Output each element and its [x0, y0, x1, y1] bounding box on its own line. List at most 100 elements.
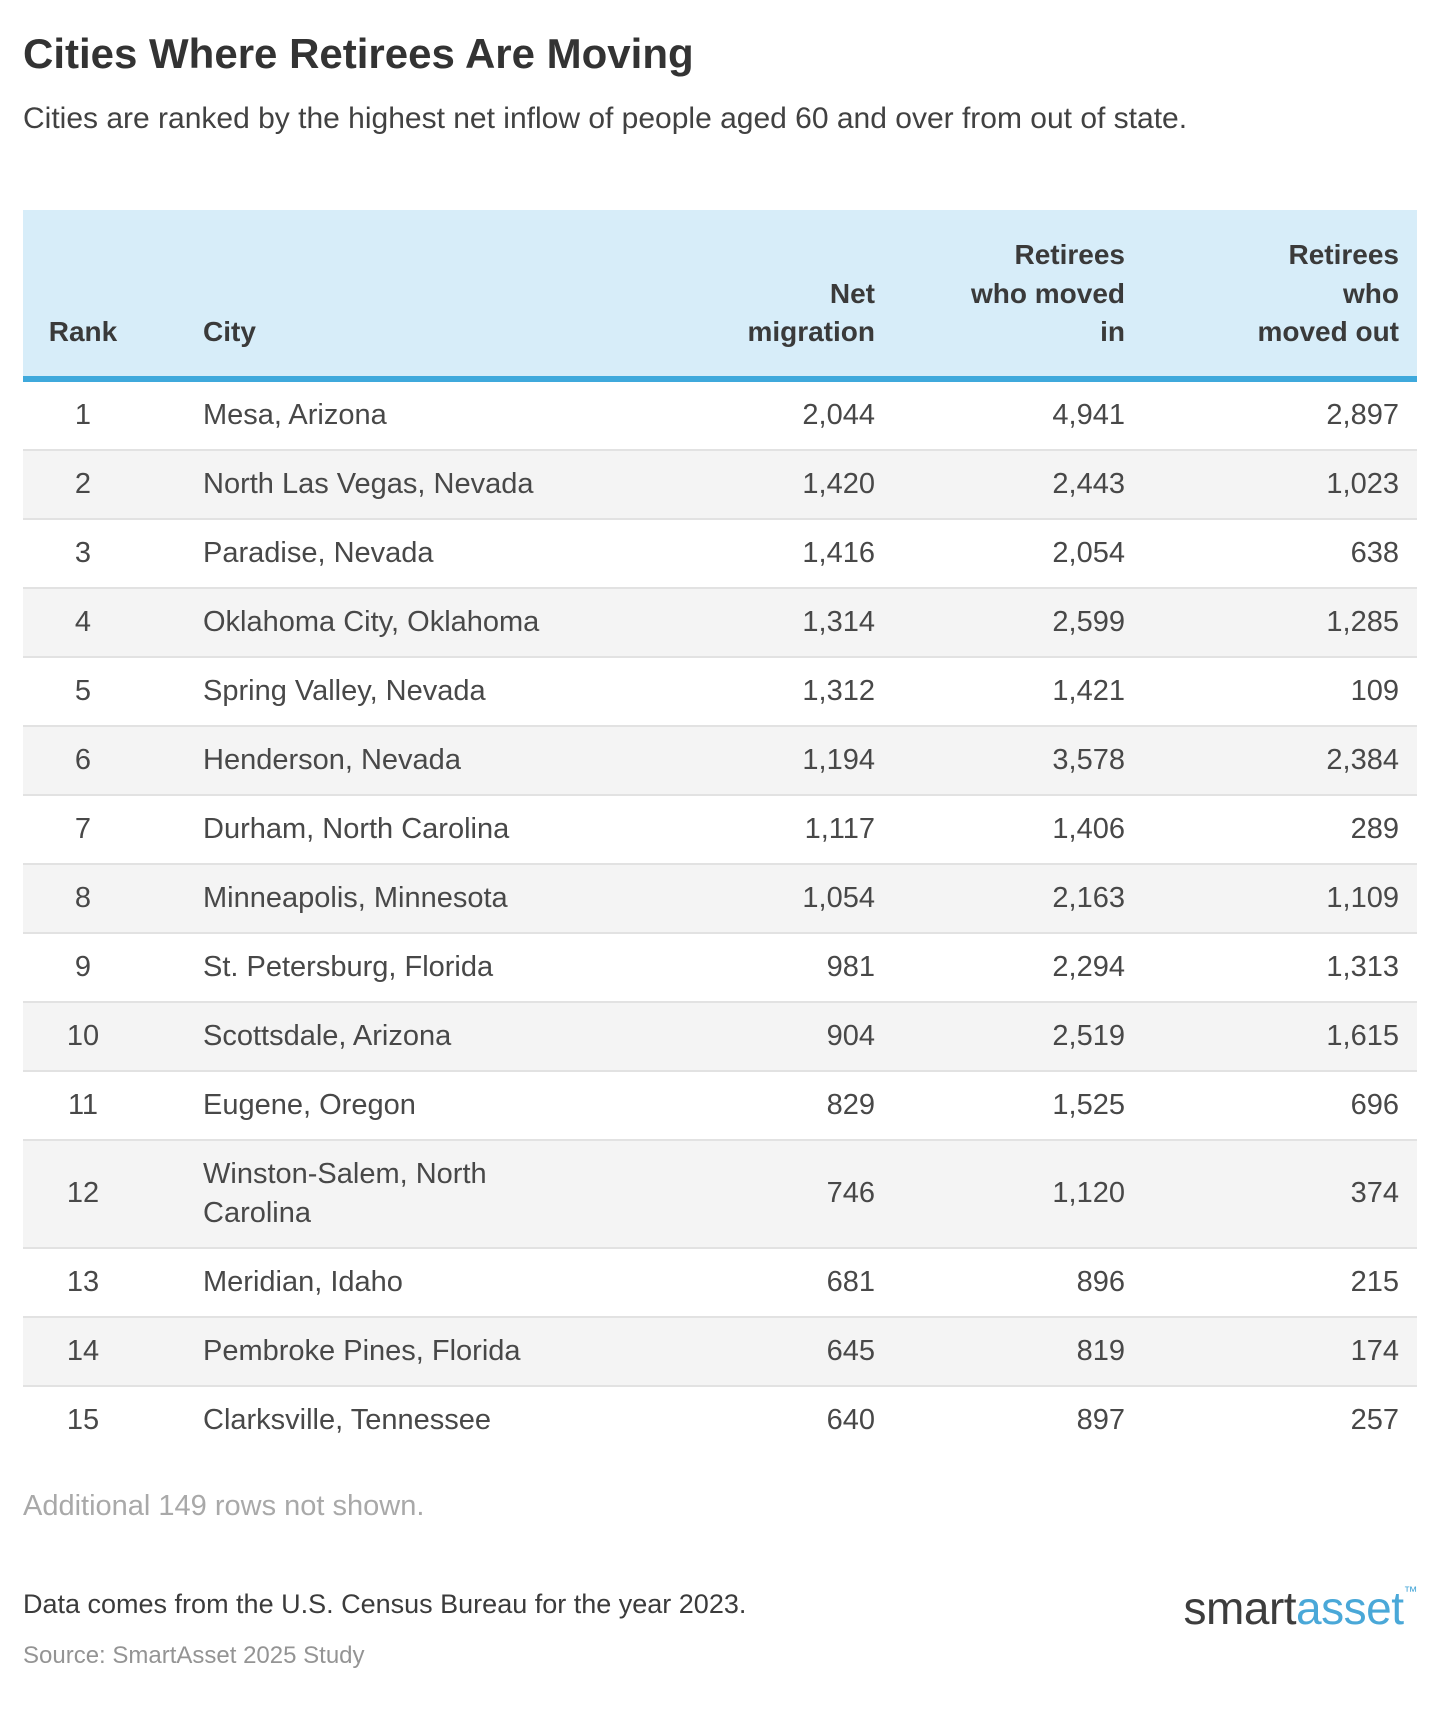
cell-rank: 11 — [67, 1088, 99, 1121]
cell-out: 2,384 — [1326, 743, 1399, 776]
cell-in: 2,163 — [1052, 881, 1125, 914]
city-name: Oklahoma City, Oklahoma — [203, 605, 540, 638]
cell-rank: 2 — [74, 467, 92, 500]
cell-rank: 13 — [66, 1265, 100, 1298]
cell-city: Paradise, Nevada — [143, 519, 643, 588]
footer: Data comes from the U.S. Census Bureau f… — [23, 1582, 1417, 1670]
logo-text-asset: asset — [1296, 1581, 1404, 1634]
cell-net: 1,194 — [802, 743, 875, 776]
rankings-table: Rank City Net migration Retirees who mov… — [23, 210, 1417, 1454]
cell-city: Scottsdale, Arizona — [143, 1002, 643, 1071]
cell-out: 696 — [1350, 1088, 1399, 1121]
cell-rank: 9 — [74, 950, 92, 983]
footer-notes: Data comes from the U.S. Census Bureau f… — [23, 1589, 746, 1670]
city-name: St. Petersburg, Florida — [203, 950, 494, 983]
cell-rank: 3 — [74, 536, 92, 569]
cell-rank: 15 — [66, 1403, 100, 1436]
page-subtitle: Cities are ranked by the highest net inf… — [23, 102, 1188, 135]
cell-out: 109 — [1350, 674, 1399, 707]
cell-out: 1,109 — [1326, 881, 1399, 914]
cell-rank: 5 — [74, 674, 92, 707]
cell-city: Spring Valley, Nevada — [143, 657, 643, 726]
city-name: North Las Vegas, Nevada — [203, 467, 534, 500]
table-header: Rank City Net migration Retirees who mov… — [23, 210, 1417, 382]
cell-out: 215 — [1350, 1265, 1399, 1298]
table-row: 14 Pembroke Pines, Florida 645 819 174 — [23, 1316, 1417, 1386]
city-name: Pembroke Pines, Florida — [203, 1334, 521, 1367]
cell-in: 2,443 — [1052, 467, 1125, 500]
cell-out: 1,023 — [1326, 467, 1399, 500]
cell-net: 904 — [826, 1019, 875, 1052]
cell-in: 2,054 — [1052, 536, 1125, 569]
smartasset-logo: smartasset™ — [1183, 1581, 1418, 1635]
cell-in: 819 — [1076, 1334, 1125, 1367]
cell-net: 1,416 — [802, 536, 875, 569]
city-name: Minneapolis, Minnesota — [203, 881, 508, 914]
city-name: Winston-Salem, North Carolina — [203, 1157, 487, 1229]
cell-out: 638 — [1350, 536, 1399, 569]
cell-net: 1,420 — [802, 467, 875, 500]
cell-city: Meridian, Idaho — [143, 1248, 643, 1317]
table-row: 8 Minneapolis, Minnesota 1,054 2,163 1,109 — [23, 863, 1417, 933]
page-title: Cities Where Retirees Are Moving — [23, 30, 694, 77]
cell-rank: 4 — [74, 605, 92, 638]
cell-net: 1,054 — [802, 881, 875, 914]
cell-in: 1,525 — [1052, 1088, 1125, 1121]
table-row: 12 Winston-Salem, North Carolina 746 1,120 3… — [23, 1139, 1417, 1248]
cell-rank: 14 — [66, 1334, 100, 1367]
city-name: Eugene, Oregon — [203, 1088, 416, 1121]
table-row: 3 Paradise, Nevada 1,416 2,054 638 — [23, 518, 1417, 588]
column-header-retirees-moved-in: Retirees who moved in — [893, 210, 1143, 382]
cell-out: 289 — [1350, 812, 1399, 845]
table-row: 9 St. Petersburg, Florida 981 2,294 1,313 — [23, 932, 1417, 1002]
city-name: Scottsdale, Arizona — [203, 1019, 452, 1052]
cell-net: 829 — [826, 1088, 875, 1121]
city-name: Spring Valley, Nevada — [203, 674, 486, 707]
table-row: 15 Clarksville, Tennessee 640 897 257 — [23, 1385, 1417, 1454]
cell-net: 746 — [826, 1177, 875, 1210]
column-header-rank: Rank — [23, 210, 143, 382]
table-row: 11 Eugene, Oregon 829 1,525 696 — [23, 1070, 1417, 1140]
cell-city: Henderson, Nevada — [143, 726, 643, 795]
cell-in: 3,578 — [1052, 743, 1125, 776]
cell-net: 1,117 — [804, 812, 875, 845]
logo-text-smart: smart — [1183, 1581, 1297, 1634]
cell-in: 2,294 — [1052, 950, 1125, 983]
column-header-net-migration: Net migration — [643, 210, 893, 382]
cell-rank: 12 — [66, 1177, 100, 1210]
cell-rank: 7 — [74, 812, 92, 845]
cell-out: 2,897 — [1326, 398, 1399, 431]
city-name: Clarksville, Tennessee — [203, 1403, 491, 1436]
cell-city: Mesa, Arizona — [143, 379, 643, 450]
cell-city: Pembroke Pines, Florida — [143, 1317, 643, 1386]
cell-net: 1,314 — [802, 605, 875, 638]
cell-rank: 6 — [74, 743, 92, 776]
cell-out: 374 — [1350, 1177, 1399, 1210]
additional-rows-note: Additional 149 rows not shown. — [23, 1489, 425, 1522]
cell-city: Eugene, Oregon — [143, 1071, 643, 1140]
table-row: 2 North Las Vegas, Nevada 1,420 2,443 1,023 — [23, 449, 1417, 519]
cell-in: 2,519 — [1052, 1019, 1125, 1052]
column-header-retirees-moved-out: Retirees who moved out — [1143, 210, 1417, 382]
cell-net: 681 — [826, 1265, 875, 1298]
cell-net: 645 — [826, 1334, 875, 1367]
cell-city: Clarksville, Tennessee — [143, 1386, 643, 1454]
logo-trademark-symbol: ™ — [1403, 1582, 1418, 1599]
cell-in: 2,599 — [1052, 605, 1125, 638]
cell-city: North Las Vegas, Nevada — [143, 450, 643, 519]
cell-in: 896 — [1076, 1265, 1125, 1298]
cell-out: 1,313 — [1326, 950, 1399, 983]
cell-net: 2,044 — [802, 398, 875, 431]
table-row: 10 Scottsdale, Arizona 904 2,519 1,615 — [23, 1001, 1417, 1071]
table-row: 1 Mesa, Arizona 2,044 4,941 2,897 — [23, 378, 1417, 450]
cell-net: 1,312 — [802, 674, 875, 707]
cell-in: 4,941 — [1052, 398, 1125, 431]
table-row: 5 Spring Valley, Nevada 1,312 1,421 109 — [23, 656, 1417, 726]
cell-in: 1,120 — [1052, 1177, 1125, 1210]
cell-in: 1,406 — [1052, 812, 1125, 845]
data-source-note: Data comes from the U.S. Census Bureau f… — [23, 1588, 747, 1619]
cell-net: 981 — [826, 950, 875, 983]
cell-out: 174 — [1350, 1334, 1399, 1367]
city-name: Henderson, Nevada — [203, 743, 461, 776]
city-name: Paradise, Nevada — [203, 536, 434, 569]
